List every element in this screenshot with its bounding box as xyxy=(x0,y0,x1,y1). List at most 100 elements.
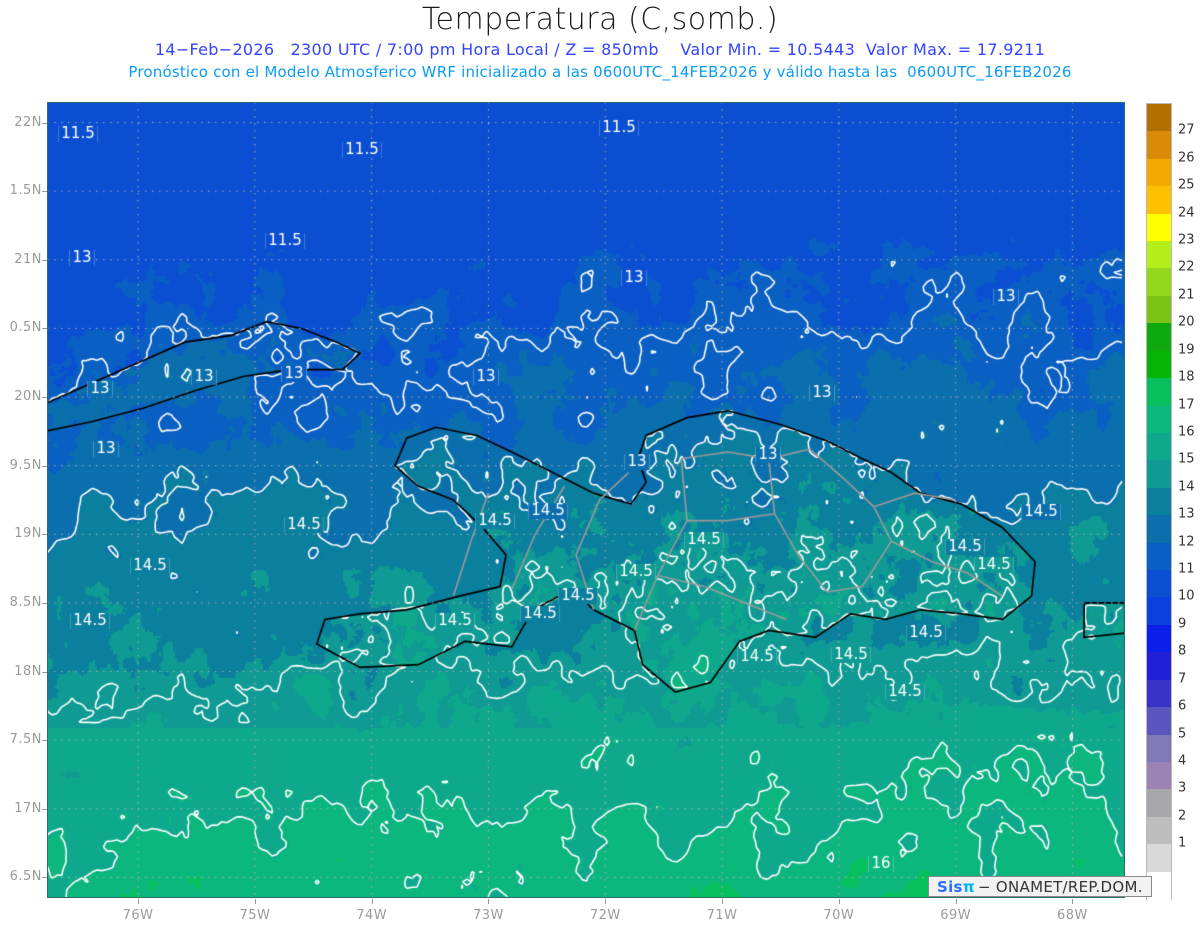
lat-tick-label: 6.5N xyxy=(9,869,42,885)
colorbar-swatch xyxy=(1147,460,1171,489)
colorbar-swatch xyxy=(1147,158,1171,187)
lon-tick-mark xyxy=(371,899,373,904)
temperature-colorbar[interactable] xyxy=(1146,103,1172,900)
colorbar-tick-label: 27 xyxy=(1178,122,1195,138)
lat-tick-label: 18N xyxy=(14,663,42,679)
colorbar-tick-label: 2 xyxy=(1178,808,1187,824)
colorbar-tick-label: 4 xyxy=(1178,753,1187,769)
lat-tick-mark xyxy=(42,877,47,879)
lat-tick-mark xyxy=(42,191,47,193)
colorbar-swatch xyxy=(1147,350,1171,379)
colorbar-tick-label: 25 xyxy=(1178,177,1195,193)
colorbar-tick-label: 10 xyxy=(1178,588,1195,604)
colorbar-swatch xyxy=(1147,542,1171,571)
temperature-shaded-field[interactable] xyxy=(47,102,1125,898)
lat-tick-label: 0.5N xyxy=(9,320,42,336)
lon-tick-label: 69W xyxy=(940,908,972,923)
logo-sis-text: Sis xyxy=(937,877,963,896)
colorbar-tick-label: 12 xyxy=(1178,534,1195,550)
colorbar-swatch xyxy=(1147,624,1171,653)
colorbar-tick-label: 21 xyxy=(1178,287,1195,303)
lon-tick-label: 72W xyxy=(589,908,621,923)
colorbar-swatch xyxy=(1147,652,1171,681)
colorbar-tick-label: 19 xyxy=(1178,342,1195,358)
lat-tick-mark xyxy=(42,602,47,604)
colorbar-swatch xyxy=(1147,268,1171,297)
colorbar-tick-label: 14 xyxy=(1178,479,1195,495)
chart-header: Temperatura (C,somb.) 14−Feb−2026 2300 U… xyxy=(0,0,1200,95)
colorbar-tick-label: 18 xyxy=(1178,369,1195,385)
colorbar-swatch xyxy=(1147,679,1171,708)
colorbar-swatch xyxy=(1147,405,1171,434)
lat-tick-label: 1.5N xyxy=(9,183,42,199)
colorbar-tick-label: 3 xyxy=(1178,780,1187,796)
colorbar-tick-label: 8 xyxy=(1178,643,1187,659)
lon-tick-mark xyxy=(722,899,724,904)
lat-tick-mark xyxy=(42,397,47,399)
lat-tick-label: 20N xyxy=(14,389,42,405)
lon-tick-mark xyxy=(488,899,490,904)
lon-tick-mark xyxy=(605,899,607,904)
lon-tick-label: 75W xyxy=(239,908,271,923)
lat-tick-mark xyxy=(42,122,47,124)
lon-tick-mark xyxy=(254,899,256,904)
colorbar-swatch xyxy=(1147,570,1171,599)
model-run-line: Pronóstico con el Modelo Atmosferico WRF… xyxy=(128,63,1072,81)
lat-tick-mark xyxy=(42,328,47,330)
lat-tick-label: 17N xyxy=(14,800,42,816)
colorbar-swatch xyxy=(1147,378,1171,407)
lat-tick-mark xyxy=(42,740,47,742)
colorbar-tick-label: 23 xyxy=(1178,232,1195,248)
colorbar-swatch xyxy=(1147,734,1171,763)
lon-tick-label: 76W xyxy=(122,908,154,923)
colorbar-swatch xyxy=(1147,104,1171,132)
colorbar-swatch xyxy=(1147,816,1171,845)
colorbar-swatch xyxy=(1147,515,1171,544)
lat-tick-label: 21N xyxy=(14,251,42,267)
logo-pi-icon: π xyxy=(962,877,975,896)
lat-tick-mark xyxy=(42,671,47,673)
forecast-meta-line: 14−Feb−2026 2300 UTC / 7:00 pm Hora Loca… xyxy=(154,40,1046,59)
lat-tick-label: 9.5N xyxy=(9,457,42,473)
colorbar-tick-label: 7 xyxy=(1178,671,1187,687)
colorbar-swatch xyxy=(1147,131,1171,160)
colorbar-tick-label: 22 xyxy=(1178,259,1195,275)
lat-tick-mark xyxy=(42,259,47,261)
colorbar-swatch xyxy=(1147,241,1171,270)
lat-tick-mark xyxy=(42,808,47,810)
agency-logo: Sis π − ONAMET/REP.DOM. xyxy=(928,876,1152,897)
colorbar-swatch xyxy=(1147,186,1171,215)
colorbar-swatch xyxy=(1147,844,1171,873)
colorbar-swatch xyxy=(1147,213,1171,242)
lat-tick-label: 7.5N xyxy=(9,732,42,748)
colorbar-tick-label: 16 xyxy=(1178,424,1195,440)
colorbar-swatch xyxy=(1147,432,1171,461)
lat-tick-mark xyxy=(42,465,47,467)
colorbar-tick-label: 24 xyxy=(1178,205,1195,221)
lon-tick-mark xyxy=(955,899,957,904)
colorbar-swatch xyxy=(1147,323,1171,352)
lon-tick-label: 70W xyxy=(823,908,855,923)
page-title: Temperatura (C,somb.) xyxy=(421,2,779,37)
lon-tick-mark xyxy=(138,899,140,904)
colorbar-tick-label: 13 xyxy=(1178,506,1195,522)
colorbar-swatch xyxy=(1147,761,1171,790)
colorbar-swatch xyxy=(1147,597,1171,626)
colorbar-tick-label: 17 xyxy=(1178,397,1195,413)
lon-tick-label: 73W xyxy=(473,908,504,923)
map-plot-area[interactable] xyxy=(47,102,1125,898)
colorbar-swatch xyxy=(1147,487,1171,516)
lon-tick-mark xyxy=(838,899,840,904)
colorbar-tick-label: 15 xyxy=(1178,451,1195,467)
colorbar-swatch xyxy=(1147,295,1171,324)
lat-tick-mark xyxy=(42,534,47,536)
lon-tick-label: 71W xyxy=(706,908,738,923)
colorbar-tick-label: 11 xyxy=(1178,561,1195,577)
logo-agency-text: − ONAMET/REP.DOM. xyxy=(977,877,1143,896)
lon-tick-mark xyxy=(1072,899,1074,904)
colorbar-tick-label: 6 xyxy=(1178,698,1187,714)
colorbar-tick-label: 5 xyxy=(1178,726,1187,742)
lat-tick-label: 8.5N xyxy=(9,594,42,610)
colorbar-tick-label: 9 xyxy=(1178,616,1187,632)
lon-tick-label: 74W xyxy=(356,908,388,923)
